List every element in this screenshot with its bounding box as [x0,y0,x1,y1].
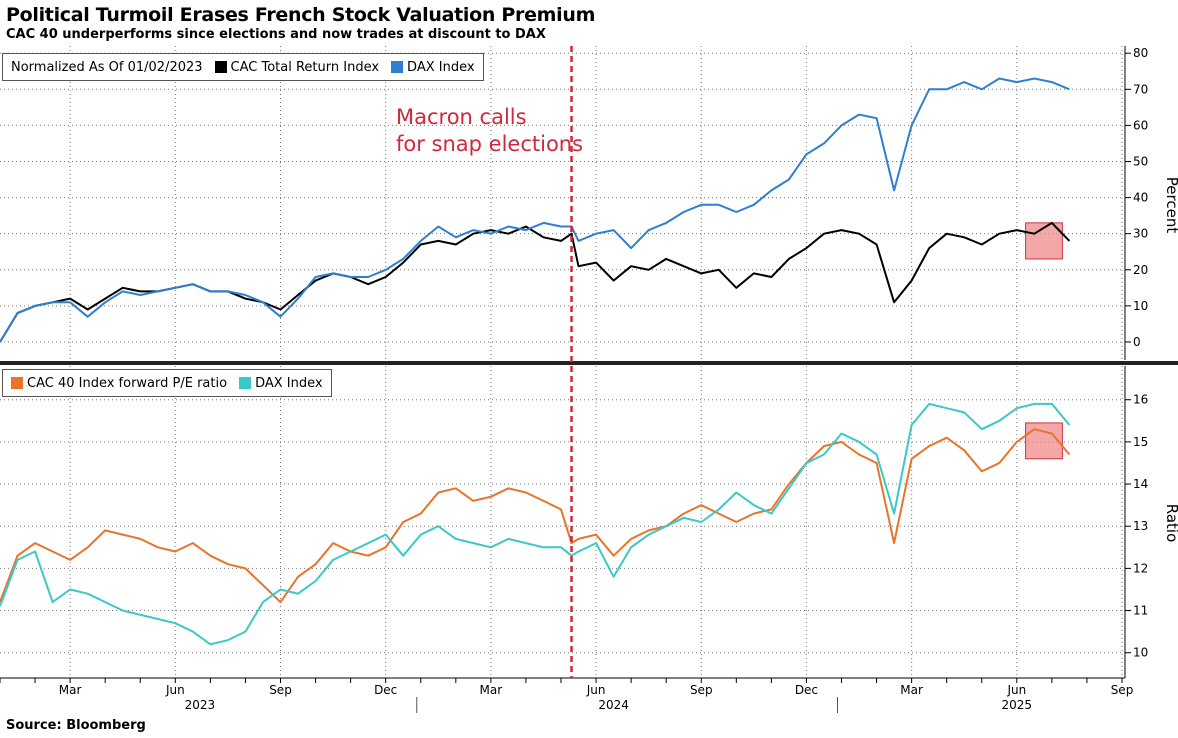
bottom-y-tick-label: 11 [1133,604,1148,618]
legend-swatch-orange [11,377,23,389]
bottom-series-1 [0,402,1071,646]
bottom-y-tick-label: 13 [1133,519,1148,533]
x-tick-label: Jun [165,683,185,697]
x-tick-label: Mar [480,683,503,697]
event-annotation-line: for snap elections [396,132,584,156]
legend-cac-pe-label: CAC 40 Index forward P/E ratio [27,375,228,391]
legend-cac-pe: CAC 40 Index forward P/E ratio [11,376,227,391]
x-tick-label: Jun [1006,683,1026,697]
source-label: Source: Bloomberg [6,718,146,733]
x-year-label: 2024 [598,698,629,712]
x-tick-label: Mar [900,683,923,697]
legend-swatch-black [214,61,227,73]
event-annotation-line: Macron calls [396,105,527,129]
bottom-y-tick-label: 15 [1133,435,1148,449]
top-y-tick-label: 30 [1133,227,1148,241]
legend-dax-pe-label: DAX Index [255,375,323,391]
legend-swatch-teal [239,377,252,389]
top-y-tick-label: 60 [1133,118,1148,132]
legend-swatch-blue [391,61,404,73]
legend-cac-total-return: CAC Total Return Index [214,59,380,75]
x-year-label: 2023 [185,698,216,712]
top-y-tick-label: 40 [1133,191,1148,205]
bottom-y-tick-label: 12 [1133,561,1148,575]
bottom-y-tick-label: 10 [1133,646,1148,660]
top-y-tick-label: 0 [1133,335,1141,349]
top-series-1 [0,77,1070,343]
top-y-tick-label: 80 [1133,46,1148,60]
bottom-series-0 [0,428,1071,604]
x-year-label: 2025 [1002,698,1033,712]
x-tick-label: Sep [1111,683,1134,697]
top-y-tick-label: 20 [1133,263,1148,277]
top-y-tick-label: 10 [1133,299,1148,313]
x-tick-label: Dec [374,683,397,697]
bottom-legend: CAC 40 Index forward P/E ratio DAX Index [2,369,332,397]
legend-dax-index: DAX Index [391,60,475,75]
chart-subtitle: CAC 40 underperforms since elections and… [6,27,546,42]
legend-dax-index-label: DAX Index [407,59,475,75]
x-tick-label: Sep [269,683,292,697]
event-annotation: Macron calls for snap elections [396,104,583,158]
legend-cac-total-return-label: CAC Total Return Index [230,59,380,75]
top-legend: Normalized As Of 01/02/2023 CAC Total Re… [2,53,484,81]
top-y-tick-label: 50 [1133,154,1148,168]
x-tick-label: Mar [59,683,82,697]
legend-normalized-label: Normalized As Of 01/02/2023 [11,59,203,75]
x-tick-label: Dec [795,683,818,697]
x-tick-label: Jun [586,683,606,697]
bottom-highlight-box [1025,422,1063,460]
chart-title: Political Turmoil Erases French Stock Va… [6,4,596,26]
bottom-y-tick-label: 16 [1133,393,1148,407]
top-series-0 [0,221,1071,343]
top-axis-title: Percent [1163,176,1178,234]
bottom-axis-title: Ratio [1163,503,1178,543]
top-y-tick-label: 70 [1133,82,1148,96]
x-tick-label: Sep [690,683,713,697]
legend-dax-pe: DAX Index [239,376,323,391]
bottom-y-tick-label: 14 [1133,477,1148,491]
